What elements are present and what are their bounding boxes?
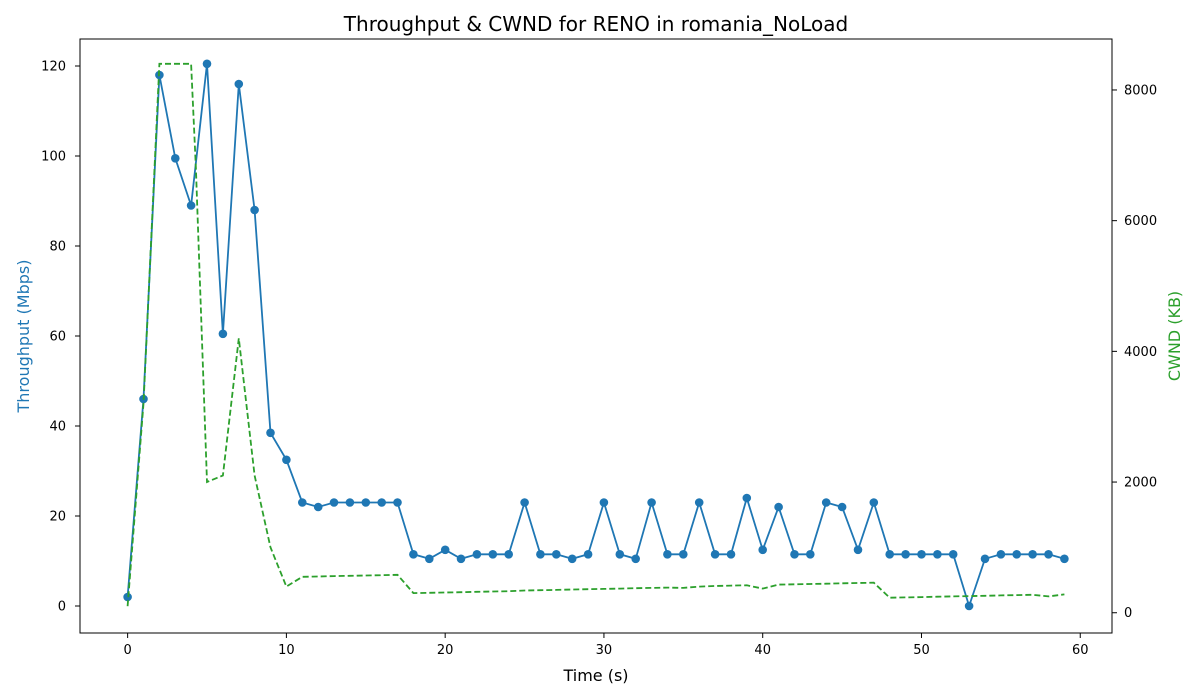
y-left-tick-label: 120: [41, 60, 66, 75]
throughput-point: [536, 550, 545, 559]
throughput-point: [234, 79, 244, 89]
throughput-point: [472, 550, 482, 559]
throughput-point: [282, 455, 291, 465]
throughput-point: [679, 550, 688, 559]
throughput-point: [647, 498, 656, 507]
y-right-tick-label: 4000: [1124, 345, 1157, 360]
throughput-point: [726, 550, 736, 559]
throughput-point: [869, 498, 879, 507]
x-tick-label: 60: [1072, 643, 1089, 658]
throughput-point: [1060, 554, 1069, 564]
y-right-tick-label: 0: [1124, 606, 1132, 621]
y-left-tick-label: 100: [41, 150, 66, 165]
throughput-point: [694, 498, 704, 507]
throughput-point: [456, 554, 466, 564]
throughput-point: [1012, 550, 1021, 559]
throughput-point: [980, 554, 990, 564]
throughput-point: [742, 493, 752, 503]
throughput-point: [552, 550, 561, 559]
throughput-point: [821, 498, 831, 507]
plot-area: [123, 59, 1069, 611]
throughput-point: [425, 554, 434, 564]
throughput-point: [504, 550, 513, 559]
throughput-line: [126, 63, 1065, 609]
throughput-point: [599, 498, 609, 507]
y-right-tick-label: 2000: [1124, 476, 1157, 491]
throughput-point: [567, 554, 577, 564]
throughput-point: [488, 550, 498, 559]
y-left-tick-label: 0: [58, 600, 66, 615]
throughput-point: [948, 550, 958, 559]
throughput-point: [615, 550, 625, 559]
x-tick-label: 10: [278, 643, 295, 658]
throughput-point: [1044, 550, 1053, 559]
y-left-axis-title: Throughput (Mbps): [14, 260, 33, 414]
y-left-tick-label: 20: [49, 510, 66, 525]
throughput-point: [631, 554, 640, 564]
throughput-point: [837, 502, 847, 512]
throughput-point: [853, 545, 863, 555]
throughput-point: [933, 550, 942, 559]
throughput-point: [171, 154, 180, 163]
throughput-point: [583, 550, 593, 559]
y-left-tick-label: 80: [49, 240, 66, 255]
throughput-point: [266, 428, 275, 438]
x-tick-label: 40: [754, 643, 771, 658]
throughput-point: [917, 550, 926, 559]
x-tick-label: 20: [437, 643, 454, 658]
y-right-axis-title: CWND (KB): [1165, 291, 1184, 381]
throughput-point: [329, 498, 339, 507]
plot-frame: [79, 38, 1113, 634]
throughput-point: [202, 59, 212, 69]
axes: 0 10 20 30 40 50 60 0 20 40 60 80 100 120 0 2000 4000 600…: [41, 38, 1157, 658]
throughput-point: [520, 498, 529, 507]
throughput-point: [806, 550, 815, 559]
throughput-point: [250, 205, 259, 215]
x-tick-label: 50: [913, 643, 930, 658]
throughput-point: [393, 498, 402, 507]
throughput-point: [1028, 550, 1037, 559]
throughput-point: [996, 550, 1006, 559]
x-axis-title: Time (s): [562, 666, 628, 685]
throughput-point: [758, 545, 767, 555]
throughput-point: [440, 545, 450, 555]
throughput-point: [409, 550, 418, 559]
y-right-tick-label: 6000: [1124, 214, 1157, 229]
throughput-point: [774, 502, 783, 512]
cwnd-line: [126, 62, 1065, 607]
y-left-tick-label: 60: [49, 330, 66, 345]
throughput-point: [298, 498, 307, 507]
x-tick-label: 0: [123, 643, 131, 658]
throughput-point: [313, 502, 323, 512]
x-tick-label: 30: [596, 643, 613, 658]
throughput-point: [361, 498, 371, 507]
y-right-tick-label: 8000: [1124, 83, 1157, 98]
throughput-point: [377, 498, 387, 507]
y-left-tick-label: 40: [49, 420, 66, 435]
throughput-point: [663, 550, 672, 559]
throughput-point: [710, 550, 720, 559]
throughput-point: [964, 601, 974, 611]
throughput-point: [186, 201, 196, 210]
throughput-point: [790, 550, 799, 559]
throughput-point: [345, 498, 355, 507]
throughput-point: [218, 329, 228, 339]
throughput-point: [885, 550, 894, 559]
chart-title: Throughput & CWND for RENO in romania_No…: [343, 12, 848, 36]
throughput-point: [901, 550, 910, 559]
